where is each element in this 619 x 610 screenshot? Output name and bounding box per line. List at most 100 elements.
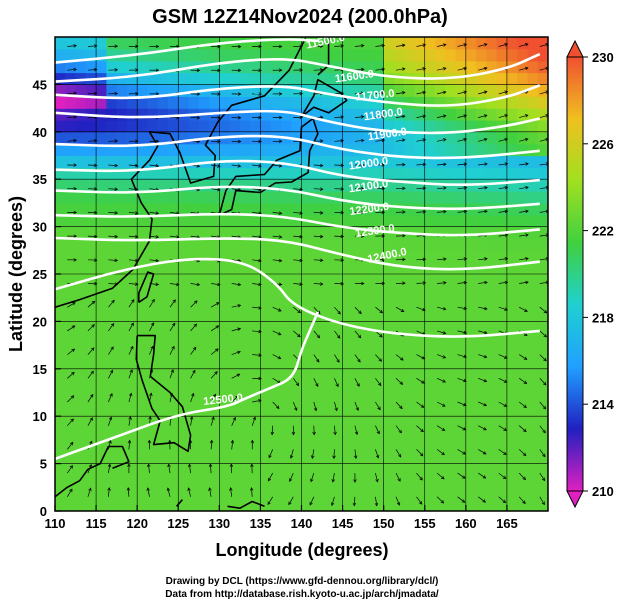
y-tick-label: 15 xyxy=(33,362,47,377)
field-cell xyxy=(425,404,436,416)
field-cell xyxy=(209,96,220,109)
field-cell xyxy=(168,310,179,322)
field-cell xyxy=(65,96,76,109)
field-cell xyxy=(404,203,415,216)
field-cell xyxy=(507,49,518,62)
field-cell xyxy=(528,156,539,169)
field-cell xyxy=(302,73,313,86)
field-cell xyxy=(55,393,66,406)
field-cell xyxy=(302,499,313,512)
field-cell xyxy=(271,345,282,357)
field-cell xyxy=(497,310,508,322)
field-cell xyxy=(117,132,128,145)
colorbar-tick-label: 210 xyxy=(592,484,614,499)
field-cell xyxy=(486,369,497,381)
field-cell xyxy=(486,404,497,416)
field-cell xyxy=(435,120,446,132)
field-cell xyxy=(281,357,292,370)
field-cell xyxy=(528,452,539,465)
field-cell xyxy=(86,369,97,381)
plot-area: 11500.011600.011700.011800.011900.012000… xyxy=(55,25,559,511)
field-cell xyxy=(548,144,559,157)
field-cell xyxy=(117,381,128,394)
field-cell xyxy=(189,167,200,180)
field-cell xyxy=(55,428,66,440)
field-cell xyxy=(230,357,241,370)
y-tick-label: 40 xyxy=(33,125,47,140)
colorbar-tick-label: 218 xyxy=(592,310,614,325)
field-cell xyxy=(435,215,446,228)
field-cell xyxy=(302,404,313,416)
field-cell xyxy=(435,357,446,370)
field-cell xyxy=(425,487,436,499)
field-cell xyxy=(322,49,333,62)
field-cell xyxy=(528,73,539,86)
field-cell xyxy=(394,61,405,73)
field-cell xyxy=(343,393,354,406)
field-cell xyxy=(209,357,220,370)
field-cell xyxy=(404,49,415,62)
field-cell xyxy=(404,428,415,440)
field-cell xyxy=(415,393,426,406)
field-cell xyxy=(394,440,405,453)
field-cell xyxy=(219,464,230,476)
field-cell xyxy=(137,120,148,132)
field-cell xyxy=(219,262,230,275)
field-cell xyxy=(507,464,518,476)
field-cell xyxy=(96,61,107,73)
field-cell xyxy=(353,298,364,311)
field-cell xyxy=(65,428,76,440)
field-cell xyxy=(466,428,477,440)
field-cell xyxy=(476,61,487,73)
field-cell xyxy=(271,120,282,132)
field-cell xyxy=(158,227,169,240)
field-cell xyxy=(322,440,333,453)
field-cell xyxy=(219,167,230,180)
field-cell xyxy=(209,286,220,298)
x-tick-label: 110 xyxy=(45,516,66,531)
field-cell xyxy=(476,250,487,262)
field-cell xyxy=(117,250,128,262)
field-cell xyxy=(178,357,189,370)
field-cell xyxy=(106,333,117,346)
field-cell xyxy=(250,310,261,322)
field-cell xyxy=(127,227,138,240)
field-cell xyxy=(147,310,158,322)
field-cell xyxy=(76,345,87,357)
field-cell xyxy=(435,274,446,287)
field-cell xyxy=(548,239,559,251)
field-cell xyxy=(55,369,66,381)
field-cell xyxy=(486,475,497,488)
field-cell xyxy=(271,369,282,381)
field-cell xyxy=(486,250,497,262)
field-cell xyxy=(415,49,426,62)
field-cell xyxy=(86,120,97,132)
field-cell xyxy=(86,333,97,346)
field-cell xyxy=(158,369,169,381)
field-cell xyxy=(497,203,508,216)
field-cell xyxy=(240,333,251,346)
field-cell xyxy=(168,167,179,180)
field-cell xyxy=(517,250,528,262)
field-cell xyxy=(178,262,189,275)
field-cell xyxy=(137,262,148,275)
field-cell xyxy=(476,191,487,204)
field-cell xyxy=(466,416,477,429)
field-cell xyxy=(168,321,179,334)
field-cell xyxy=(394,84,405,97)
field-cell xyxy=(445,191,456,204)
field-cell xyxy=(373,298,384,311)
field-cell xyxy=(384,37,395,50)
field-cell xyxy=(456,144,467,157)
field-cell xyxy=(291,310,302,322)
field-cell xyxy=(260,298,271,311)
field-cell xyxy=(250,144,261,157)
field-cell xyxy=(76,239,87,251)
field-cell xyxy=(106,120,117,132)
field-cell xyxy=(158,203,169,216)
field-cell xyxy=(528,310,539,322)
field-cell xyxy=(199,464,210,476)
x-tick-label: 130 xyxy=(208,516,230,531)
field-cell xyxy=(117,25,128,37)
